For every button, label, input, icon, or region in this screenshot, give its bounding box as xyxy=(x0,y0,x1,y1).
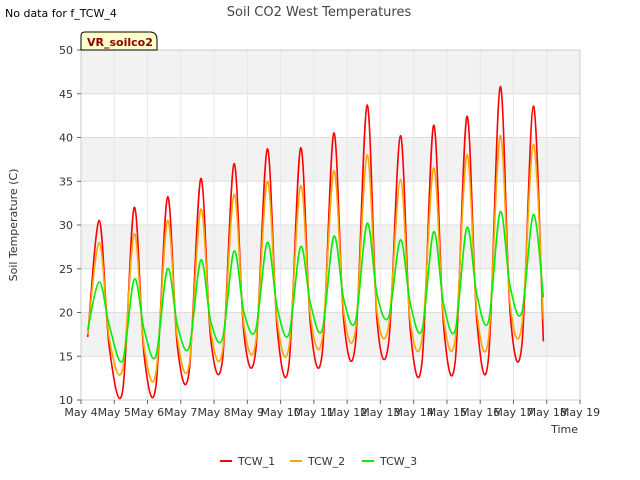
x-tick-label: May 17 xyxy=(493,406,533,419)
series-group xyxy=(86,85,545,400)
y-tick-label: 30 xyxy=(59,219,73,232)
legend-label: TCW_1 xyxy=(237,455,275,468)
y-ticks: 10 15 20 25 30 35 40 45 50 xyxy=(59,44,81,407)
x-tick-label: May 7 xyxy=(164,406,197,419)
y-axis-label: Soil Temperature (C) xyxy=(7,169,20,282)
y-tick-label: 20 xyxy=(59,307,73,320)
legend-label: TCW_2 xyxy=(307,455,345,468)
legend: TCW_1 TCW_2 TCW_3 xyxy=(220,455,417,468)
x-tick-label: May 16 xyxy=(460,406,500,419)
x-tick-label: May 12 xyxy=(327,406,367,419)
chart-title: Soil CO2 West Temperatures xyxy=(227,5,412,20)
x-tick-label: May 13 xyxy=(360,406,400,419)
plot-band xyxy=(81,50,580,94)
no-data-notice: No data for f_TCW_4 xyxy=(5,7,117,20)
series-line-tcw-3 xyxy=(86,211,545,363)
badge: VR_soilco2 xyxy=(80,31,158,51)
badge-label: VR_soilco2 xyxy=(87,36,153,49)
x-tick-label: May 10 xyxy=(260,406,300,419)
x-tick-label: May 9 xyxy=(231,406,264,419)
series-line-tcw-2 xyxy=(86,134,545,383)
y-tick-label: 50 xyxy=(59,44,73,57)
x-tick-label: May 11 xyxy=(294,406,334,419)
x-tick-label: May 19 xyxy=(560,406,600,419)
x-tick-label: May 15 xyxy=(427,406,467,419)
x-axis-label: Time xyxy=(550,423,578,436)
x-tick-label: May 6 xyxy=(131,406,164,419)
y-tick-label: 45 xyxy=(59,88,73,101)
legend-label: TCW_3 xyxy=(379,455,417,468)
x-tick-label: May 4 xyxy=(64,406,97,419)
x-tick-label: May 18 xyxy=(527,406,567,419)
badge-box xyxy=(80,31,158,51)
x-tick-label: May 14 xyxy=(394,406,434,419)
y-tick-label: 40 xyxy=(59,132,73,145)
x-tick-label: May 5 xyxy=(98,406,131,419)
y-tick-label: 10 xyxy=(59,394,73,407)
y-tick-label: 25 xyxy=(59,263,73,276)
y-tick-label: 35 xyxy=(59,175,73,188)
plot-band xyxy=(81,312,580,357)
x-tick-label: May 8 xyxy=(197,406,230,419)
y-tick-label: 15 xyxy=(59,350,73,363)
